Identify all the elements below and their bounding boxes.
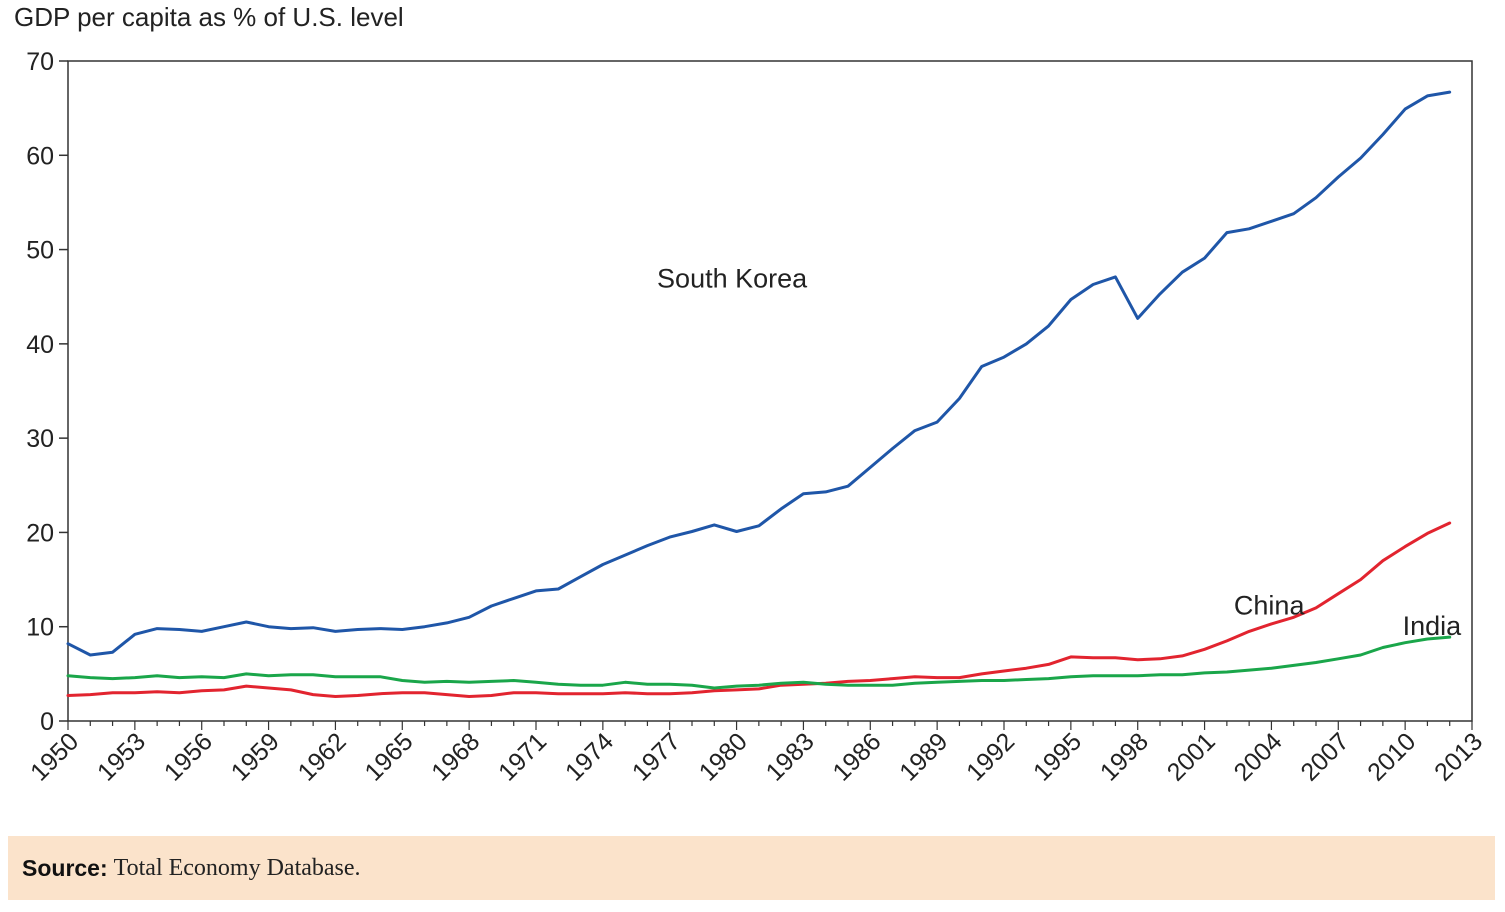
- y-tick-label: 50: [26, 237, 54, 265]
- x-tick-label: 1998: [1095, 727, 1154, 786]
- y-tick-label: 60: [26, 142, 54, 170]
- x-tick-label: 1980: [694, 727, 753, 786]
- y-tick-label: 70: [26, 48, 54, 76]
- x-tick-label: 2004: [1229, 727, 1288, 786]
- y-tick-label: 10: [26, 614, 54, 642]
- source-label: Source:: [22, 854, 108, 881]
- series-line-india: [66, 635, 1452, 690]
- y-tick-label: 20: [26, 519, 54, 547]
- x-tick-label: 1971: [493, 727, 552, 786]
- series-label-south-korea: South Korea: [657, 263, 808, 293]
- y-tick-label: 40: [26, 331, 54, 359]
- x-tick-label: 1983: [761, 727, 820, 786]
- x-tick-label: 1986: [827, 727, 886, 786]
- x-tick-label: 1989: [894, 727, 953, 786]
- x-tick-label: 2010: [1362, 727, 1421, 786]
- x-tick-label: 1977: [627, 727, 686, 786]
- x-tick-label: 1965: [359, 727, 418, 786]
- y-tick-label: 0: [40, 708, 54, 736]
- line-chart: 0 10 20 30 40 50 60 70 1950 1953 1956 1959 1962 1965…: [25, 48, 1488, 787]
- plot-area-frame: [67, 60, 1473, 722]
- y-axis: 0 10 20 30 40 50 60 70: [26, 48, 68, 736]
- x-tick-label: 1956: [159, 727, 218, 786]
- x-tick-label: 1959: [226, 727, 285, 786]
- series-line-south-korea: [66, 90, 1452, 657]
- y-axis-title: GDP per capita as % of U.S. level: [14, 2, 404, 32]
- x-tick-label: 1992: [961, 727, 1020, 786]
- x-tick-label: 1950: [25, 727, 84, 786]
- series-label-china: China: [1234, 590, 1306, 620]
- x-tick-label: 1953: [92, 727, 151, 786]
- series-label-india: India: [1403, 611, 1463, 641]
- series-lines: [66, 90, 1452, 698]
- x-tick-label: 1962: [293, 727, 352, 786]
- x-tick-label: 1995: [1028, 727, 1087, 786]
- x-tick-label: 2001: [1162, 727, 1221, 786]
- x-tick-label: 2013: [1429, 727, 1488, 786]
- series-line-china: [66, 521, 1452, 698]
- x-tick-label: 1968: [426, 727, 485, 786]
- x-axis: 1950 1953 1956 1959 1962 1965 1968 1971 1974 1977…: [25, 721, 1488, 787]
- x-tick-label: 2007: [1295, 727, 1354, 786]
- y-tick-label: 30: [26, 425, 54, 453]
- series-labels: South Korea China India: [657, 263, 1462, 641]
- source-text: Total Economy Database.: [113, 854, 361, 881]
- source-note: Source: Total Economy Database.: [8, 836, 1495, 900]
- x-tick-label: 1974: [560, 727, 619, 786]
